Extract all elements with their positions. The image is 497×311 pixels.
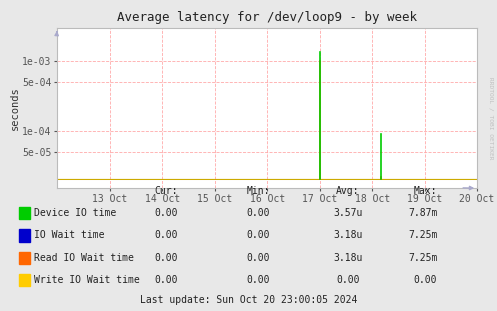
- Text: 0.00: 0.00: [414, 275, 437, 285]
- Text: 0.00: 0.00: [155, 253, 178, 263]
- Text: 0.00: 0.00: [155, 230, 178, 240]
- Text: 3.18u: 3.18u: [333, 253, 363, 263]
- Text: Cur:: Cur:: [155, 186, 178, 196]
- Text: 7.25m: 7.25m: [408, 253, 437, 263]
- Text: Max:: Max:: [414, 186, 437, 196]
- Text: 0.00: 0.00: [247, 208, 270, 218]
- Text: RRDTOOL / TOBI OETIKER: RRDTOOL / TOBI OETIKER: [489, 77, 494, 160]
- Text: 0.00: 0.00: [155, 275, 178, 285]
- Text: 3.18u: 3.18u: [333, 230, 363, 240]
- Text: Min:: Min:: [247, 186, 270, 196]
- Title: Average latency for /dev/loop9 - by week: Average latency for /dev/loop9 - by week: [117, 11, 417, 24]
- Text: IO Wait time: IO Wait time: [34, 230, 104, 240]
- Text: 0.00: 0.00: [336, 275, 360, 285]
- Text: Avg:: Avg:: [336, 186, 360, 196]
- Text: 7.25m: 7.25m: [408, 230, 437, 240]
- Text: 7.87m: 7.87m: [408, 208, 437, 218]
- Text: Write IO Wait time: Write IO Wait time: [34, 275, 140, 285]
- Y-axis label: seconds: seconds: [9, 86, 19, 130]
- Text: 0.00: 0.00: [247, 275, 270, 285]
- Text: 0.00: 0.00: [247, 253, 270, 263]
- Text: Device IO time: Device IO time: [34, 208, 116, 218]
- Text: 0.00: 0.00: [155, 208, 178, 218]
- Text: 0.00: 0.00: [247, 230, 270, 240]
- Text: 3.57u: 3.57u: [333, 208, 363, 218]
- Text: Last update: Sun Oct 20 23:00:05 2024: Last update: Sun Oct 20 23:00:05 2024: [140, 295, 357, 304]
- Text: Read IO Wait time: Read IO Wait time: [34, 253, 134, 263]
